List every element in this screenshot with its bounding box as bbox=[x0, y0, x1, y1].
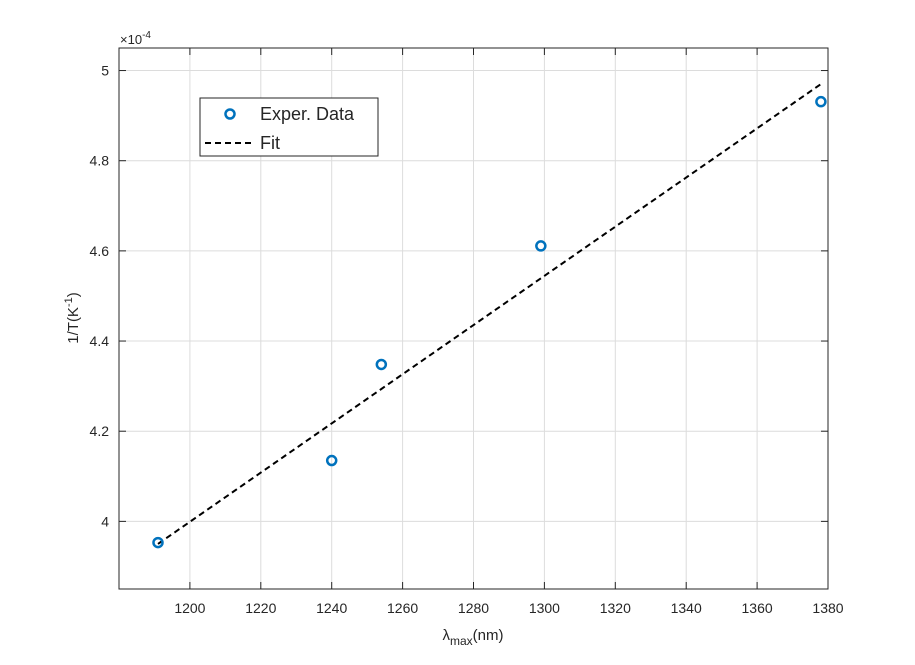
y-tick-label: 4 bbox=[101, 513, 109, 529]
fit-line-layer bbox=[157, 83, 822, 545]
y-tick-label: 4.2 bbox=[90, 423, 110, 439]
x-tick-label: 1200 bbox=[174, 600, 205, 616]
legend-box bbox=[199, 97, 379, 157]
legend-label-fit: Fit bbox=[260, 133, 280, 153]
y-tick-label: 4.8 bbox=[90, 153, 110, 169]
legend-marker-exper-data bbox=[224, 108, 236, 120]
x-tick-label: 1380 bbox=[812, 600, 843, 616]
axis-ticks: 1200 1220 1240 1260 1280 1300 1320 1340 1360 1380… bbox=[90, 48, 844, 616]
y-tick-label: 5 bbox=[101, 63, 109, 79]
x-axis-label: λmax(nm) bbox=[443, 627, 504, 648]
x-tick-label: 1360 bbox=[742, 600, 773, 616]
x-tick-label: 1280 bbox=[458, 600, 489, 616]
x-tick-label: 1260 bbox=[387, 600, 418, 616]
data-point bbox=[375, 358, 388, 371]
x-tick-label: 1320 bbox=[600, 600, 631, 616]
data-point bbox=[325, 454, 338, 467]
y-tick-label: 4.4 bbox=[90, 333, 110, 349]
data-point bbox=[152, 536, 164, 549]
x-tick-label: 1220 bbox=[245, 600, 276, 616]
data-point bbox=[815, 95, 827, 108]
y-axis-label: 1/T(K-1) bbox=[63, 292, 82, 343]
data-point bbox=[535, 240, 547, 252]
fit-line bbox=[157, 83, 822, 545]
legend: Exper. Data Fit bbox=[199, 97, 379, 157]
x-tick-label: 1340 bbox=[671, 600, 702, 616]
y-exponent-label: ×10-4 bbox=[120, 30, 151, 47]
x-tick-label: 1300 bbox=[529, 600, 560, 616]
data-markers bbox=[152, 95, 827, 549]
grid-lines bbox=[119, 48, 829, 589]
x-tick-label: 1240 bbox=[316, 600, 347, 616]
y-tick-label: 4.6 bbox=[90, 243, 110, 259]
legend-label-exper-data: Exper. Data bbox=[260, 104, 355, 124]
